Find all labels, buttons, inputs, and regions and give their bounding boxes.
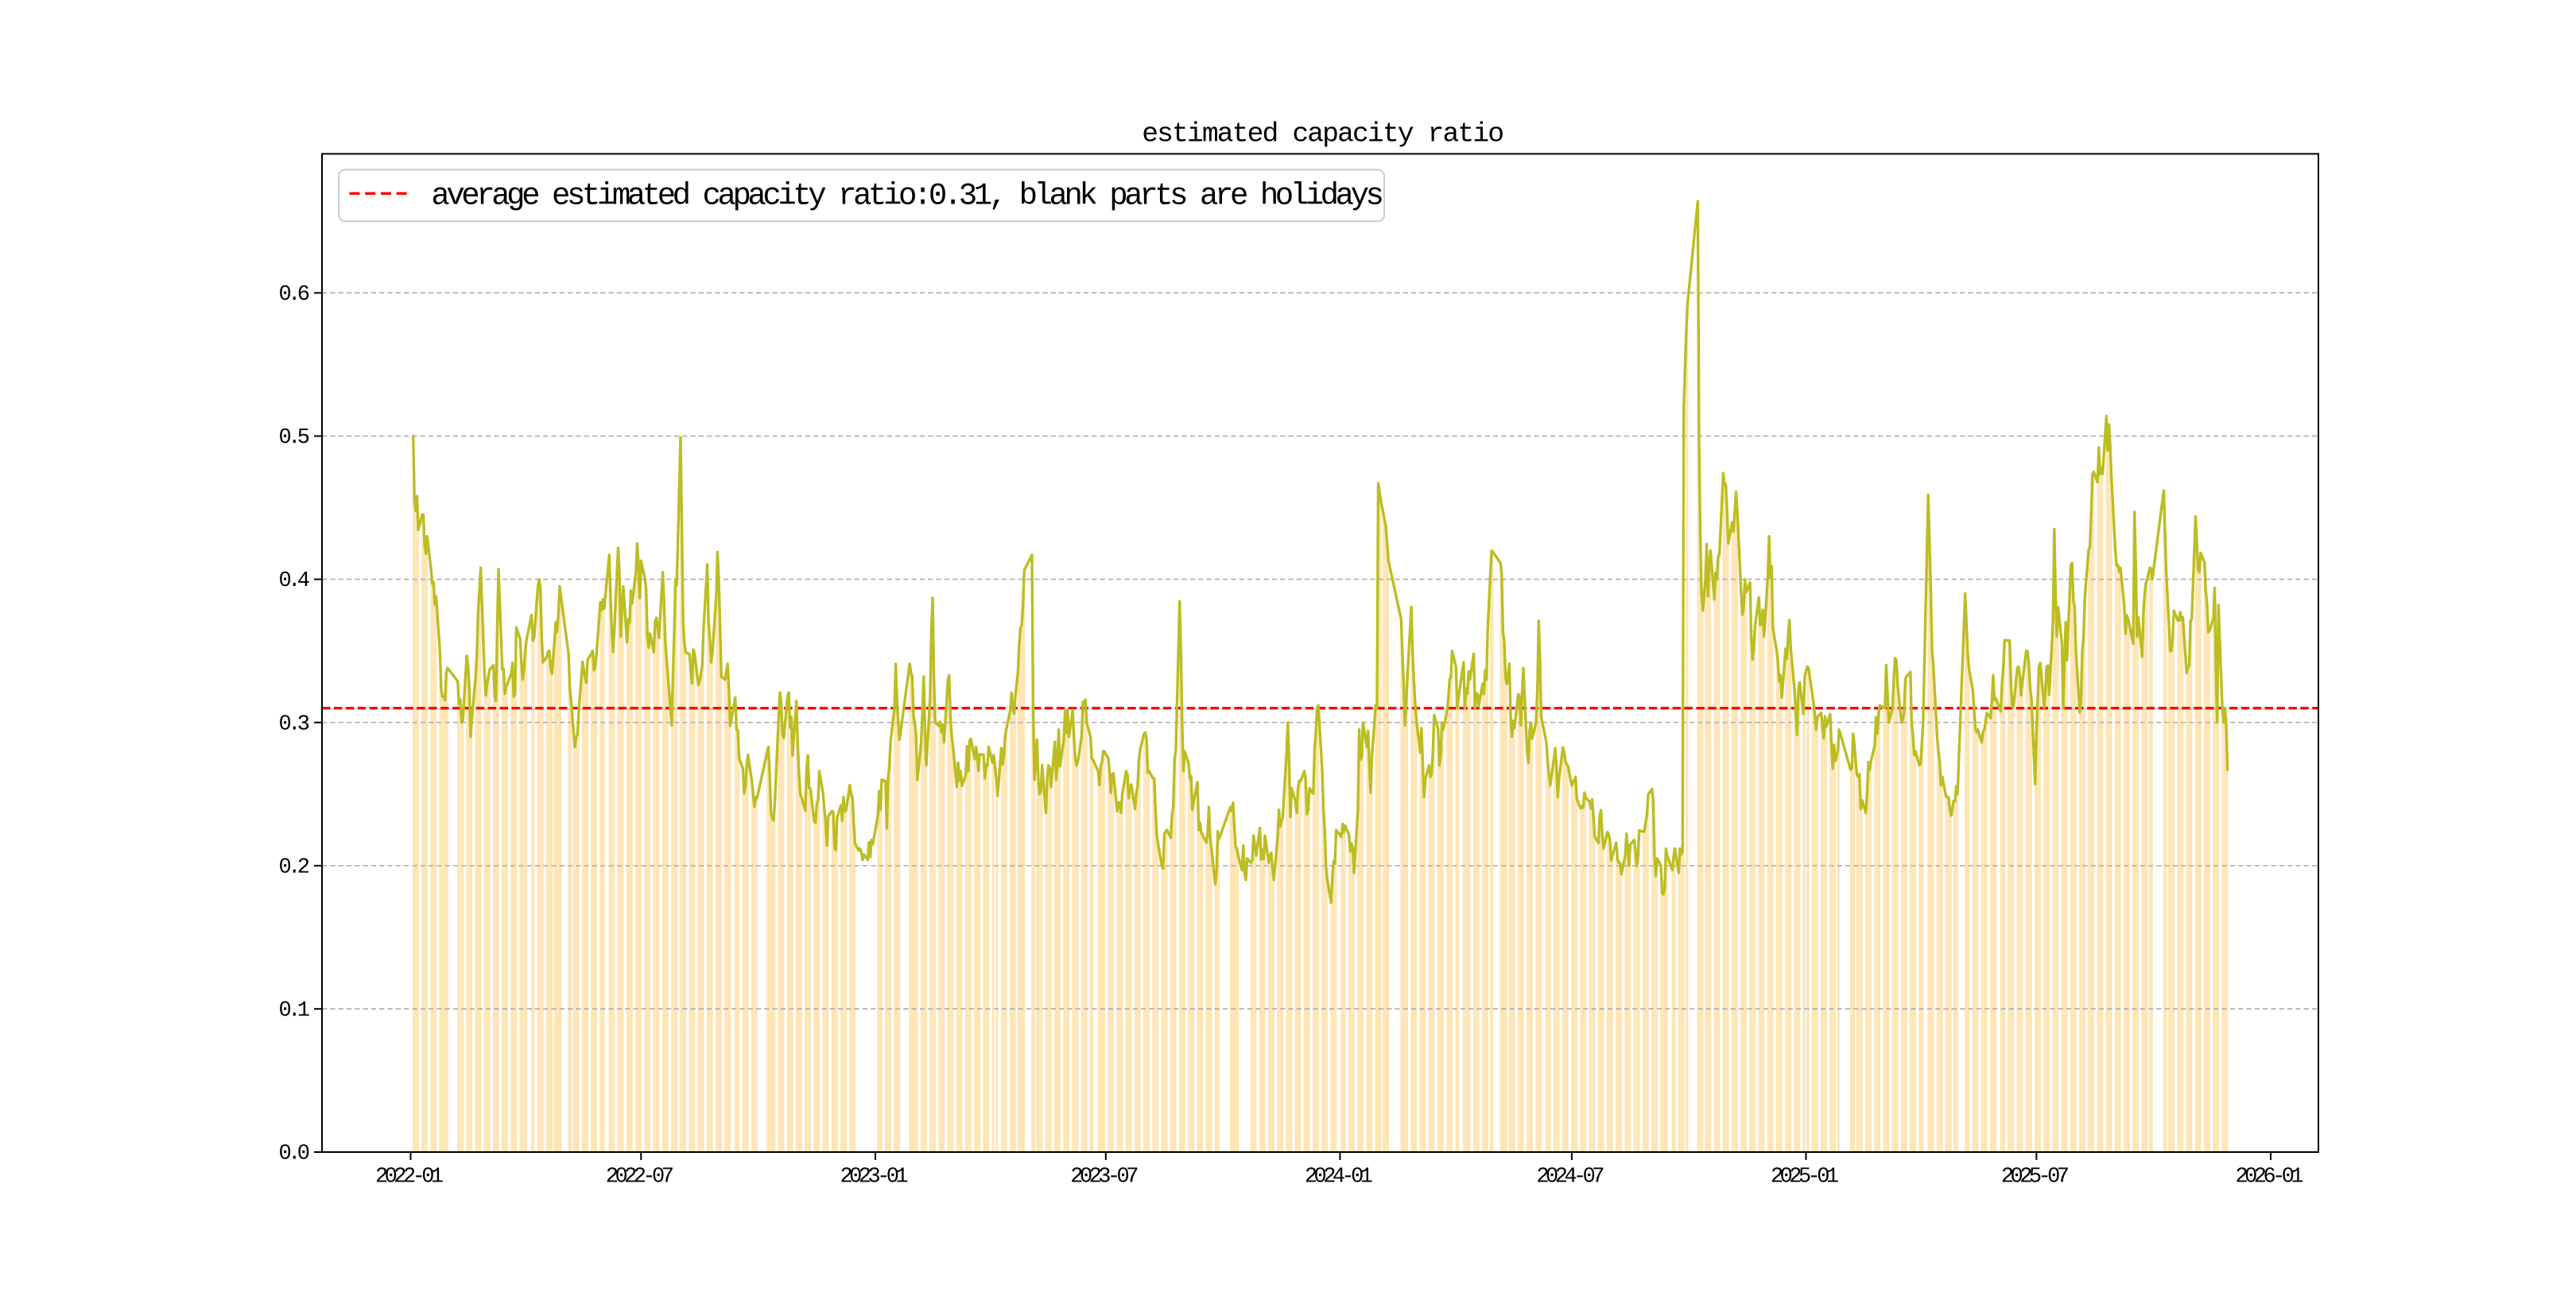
svg-text:2022-07: 2022-07	[606, 1165, 673, 1189]
svg-text:0.4: 0.4	[279, 569, 309, 593]
svg-text:2022-01: 2022-01	[375, 1165, 443, 1189]
svg-text:2024-07: 2024-07	[1536, 1165, 1604, 1189]
svg-text:0.1: 0.1	[279, 999, 309, 1023]
svg-text:0.3: 0.3	[279, 712, 309, 736]
svg-text:0.5: 0.5	[279, 426, 309, 450]
svg-text:2026-01: 2026-01	[2236, 1165, 2303, 1189]
svg-text:2023-07: 2023-07	[1070, 1165, 1138, 1189]
svg-text:0.0: 0.0	[279, 1143, 309, 1166]
svg-text:0.6: 0.6	[279, 283, 309, 307]
svg-text:average estimated capacity rat: average estimated capacity ratio:0.31, b…	[431, 179, 1382, 214]
svg-text:0.2: 0.2	[279, 856, 309, 879]
svg-text:2023-01: 2023-01	[840, 1165, 908, 1189]
svg-text:2025-07: 2025-07	[2001, 1165, 2069, 1189]
svg-text:estimated capacity ratio: estimated capacity ratio	[1142, 118, 1503, 149]
svg-text:2025-01: 2025-01	[1771, 1165, 1838, 1189]
svg-text:2024-01: 2024-01	[1305, 1165, 1372, 1189]
